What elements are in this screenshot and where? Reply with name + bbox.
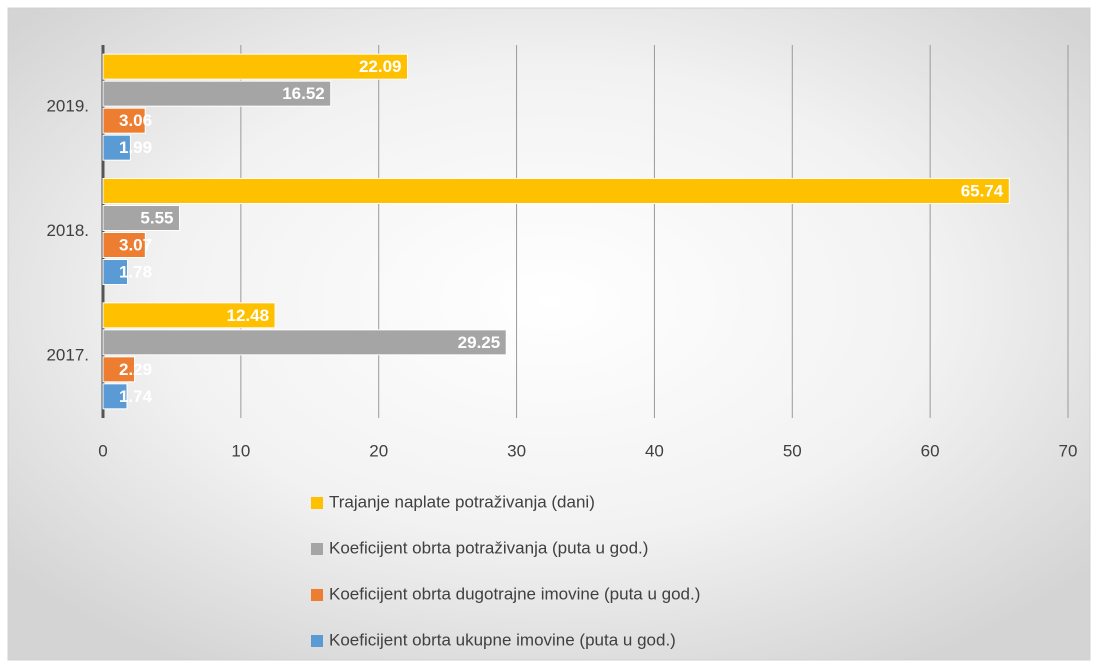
x-tick-label: 60 [921, 441, 940, 460]
x-tick-label: 70 [1059, 441, 1078, 460]
bar [102, 232, 146, 258]
legend-swatch [311, 589, 323, 601]
bar [102, 53, 409, 80]
data-label: 65.74 [961, 181, 1004, 200]
data-label: 1.99 [119, 138, 152, 157]
x-tick-label: 20 [369, 441, 388, 460]
legend-swatch [311, 635, 323, 647]
data-label: 12.48 [226, 306, 269, 325]
y-tick-label: 2019. [46, 97, 89, 116]
data-label: 16.52 [282, 84, 325, 103]
bar [102, 329, 507, 356]
bar [102, 107, 146, 134]
bar [102, 356, 136, 383]
legend-label: Koeficijent obrta ukupne imovine (puta u… [329, 630, 676, 649]
x-tick-label: 10 [231, 441, 250, 460]
data-label: 5.55 [140, 208, 173, 227]
bar [102, 80, 332, 107]
bar [102, 205, 181, 231]
y-tick-label: 2017. [46, 345, 89, 364]
x-tick-label: 30 [507, 441, 526, 460]
y-tick-label: 2018. [46, 221, 89, 240]
data-label: 29.25 [458, 333, 501, 352]
data-label: 3.06 [119, 111, 152, 130]
legend-label: Koeficijent obrta dugotrajne imovine (pu… [329, 584, 700, 603]
bar [102, 383, 128, 410]
legend-swatch [311, 543, 323, 555]
data-label: 1.78 [119, 262, 152, 281]
data-label: 22.09 [359, 57, 402, 76]
x-tick-label: 50 [783, 441, 802, 460]
legend-label: Koeficijent obrta potraživanja (puta u g… [329, 538, 648, 557]
bar [102, 134, 131, 161]
legend-label: Trajanje naplate potraživanja (dani) [329, 492, 595, 511]
x-tick-label: 40 [645, 441, 664, 460]
bar [102, 302, 276, 329]
data-label: 3.07 [119, 235, 152, 254]
data-label: 1.74 [119, 387, 153, 406]
data-label: 2.29 [119, 360, 152, 379]
x-tick-label: 0 [98, 441, 107, 460]
bar [102, 259, 129, 285]
legend-swatch [311, 497, 323, 509]
bar [102, 178, 1010, 204]
